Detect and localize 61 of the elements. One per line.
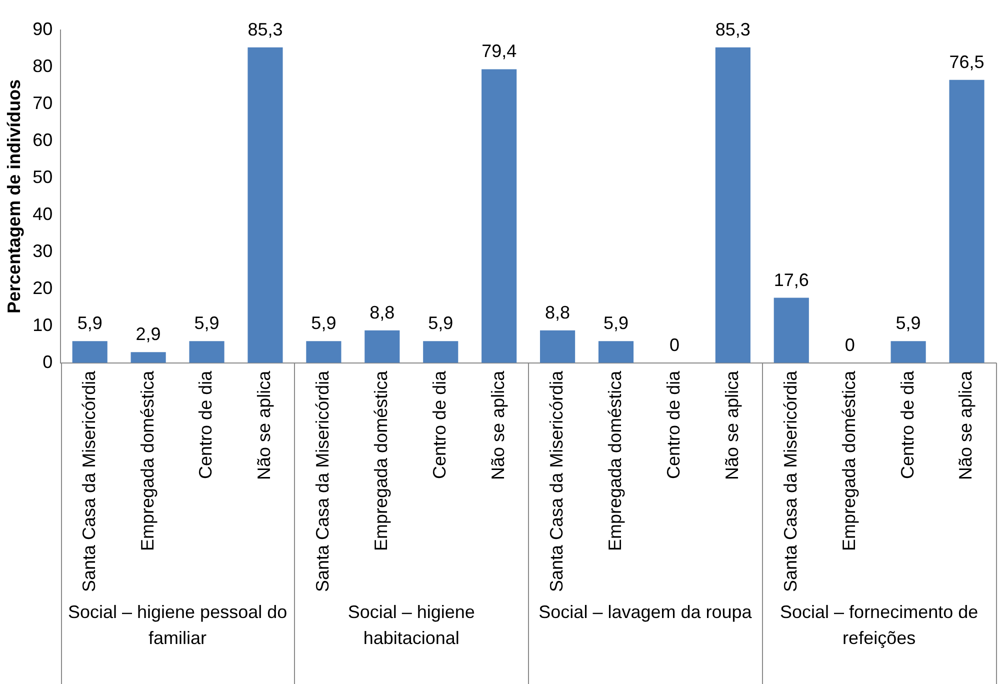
x-tick-label: Centro de dia bbox=[430, 370, 450, 479]
bar bbox=[949, 80, 984, 363]
data-label: 85,3 bbox=[715, 19, 750, 40]
data-label: 8,8 bbox=[370, 302, 395, 322]
y-tick-label: 30 bbox=[32, 240, 53, 261]
bar bbox=[598, 341, 634, 363]
data-label: 8,8 bbox=[545, 302, 570, 322]
y-axis-title: Percentagem de indivíduos bbox=[4, 79, 24, 314]
bar bbox=[540, 330, 576, 363]
y-tick-label: 90 bbox=[32, 18, 53, 39]
text: Social – fornecimento de refeições bbox=[780, 602, 978, 648]
x-tick-label: Centro de dia bbox=[196, 370, 216, 479]
x-tick-label: Não se aplica bbox=[956, 370, 976, 480]
bar bbox=[189, 341, 224, 363]
bar bbox=[715, 47, 750, 363]
x-tick-label: Empregada doméstica bbox=[604, 370, 625, 552]
data-label: 17,6 bbox=[774, 270, 809, 290]
data-label: 5,9 bbox=[311, 313, 336, 334]
bar bbox=[890, 341, 926, 363]
x-tick-label: Empregada doméstica bbox=[838, 370, 859, 552]
bar bbox=[130, 352, 166, 363]
data-label: 79,4 bbox=[482, 41, 517, 62]
x-tick-label: Santa Casa da Misericórdia bbox=[780, 370, 800, 592]
x-tick-label: Empregada doméstica bbox=[137, 370, 158, 552]
bar bbox=[364, 330, 400, 363]
data-label: 5,9 bbox=[428, 313, 454, 334]
bar bbox=[774, 298, 809, 363]
y-tick-label: 80 bbox=[32, 56, 53, 76]
x-tick-label: Centro de dia bbox=[663, 370, 684, 479]
x-tick-label: Não se aplica bbox=[488, 370, 508, 480]
y-tick-label: 50 bbox=[32, 166, 53, 187]
data-label: 0 bbox=[669, 334, 680, 355]
bar bbox=[482, 69, 517, 363]
bar bbox=[306, 341, 342, 363]
y-tick-label: 40 bbox=[32, 204, 53, 224]
x-tick-label: Não se aplica bbox=[722, 370, 742, 480]
data-label: 5,9 bbox=[194, 313, 220, 334]
text: Social – higiene pessoal do familiar bbox=[68, 602, 288, 648]
x-tick-label: Empregada doméstica bbox=[371, 370, 392, 552]
data-label: 85,3 bbox=[248, 19, 283, 40]
data-label: 5,9 bbox=[603, 313, 629, 334]
data-label: 5,9 bbox=[896, 313, 921, 334]
y-tick-label: 60 bbox=[32, 130, 53, 150]
data-label: 2,9 bbox=[136, 324, 161, 344]
data-label: 76,5 bbox=[949, 52, 984, 72]
y-tick-label: 0 bbox=[42, 352, 53, 372]
text: Social – lavagem da roupa bbox=[538, 602, 753, 622]
x-tick-label: Centro de dia bbox=[897, 370, 918, 479]
text: Social – higiene habitacional bbox=[348, 602, 475, 648]
x-tick-label: Santa Casa da Misericórdia bbox=[546, 370, 567, 592]
data-label: 0 bbox=[844, 334, 855, 355]
bar bbox=[423, 341, 458, 363]
x-tick-label: Santa Casa da Misericórdia bbox=[312, 370, 333, 592]
y-tick-label: 70 bbox=[32, 92, 53, 113]
x-tick-label: Não se aplica bbox=[254, 370, 274, 480]
bar bbox=[248, 47, 283, 363]
y-tick-label: 10 bbox=[32, 314, 53, 335]
y-tick-label: 20 bbox=[32, 278, 53, 298]
bar bbox=[72, 341, 108, 363]
data-label: 5,9 bbox=[77, 313, 102, 334]
x-tick-label: Santa Casa da Misericórdia bbox=[78, 370, 99, 592]
